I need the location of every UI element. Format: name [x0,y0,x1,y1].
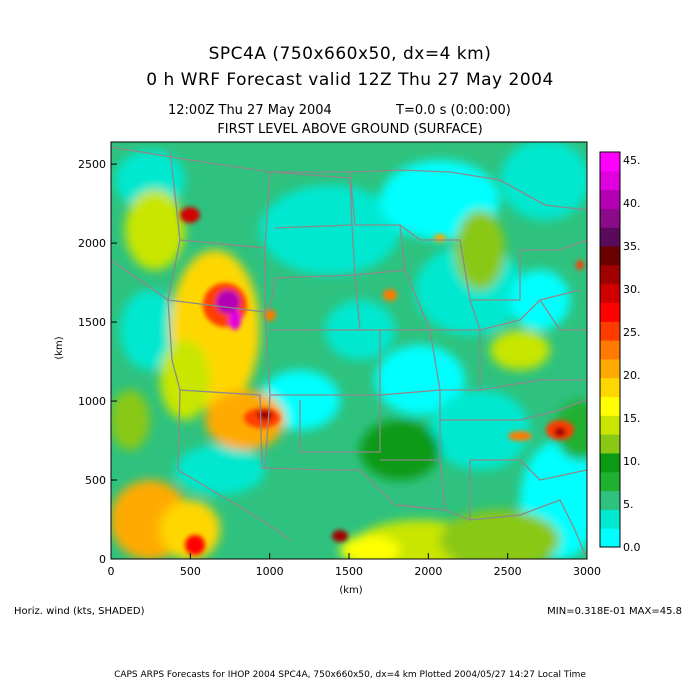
colorbar-swatch [600,471,620,492]
x-tick-label: 1500 [335,565,363,578]
y-axis-ticks: 0 500 1000 1500 2000 2500 [78,158,117,566]
colorbar-swatch [600,321,620,341]
colorbar-swatch [600,490,620,510]
elapsed-time-label: T=0.0 s (0:00:00) [396,103,511,118]
plot-title: SPC4A (750x660x50, dx=4 km) [208,44,492,64]
y-tick-label: 2000 [78,237,106,250]
colorbar-swatch [600,340,620,360]
x-tick-label: 3000 [573,565,601,578]
colorbar-swatch [600,302,620,322]
wind-speed-field [111,142,587,559]
colorbar-swatch [600,528,620,548]
colorbar [599,151,621,548]
y-tick-label: 0 [99,553,106,566]
x-axis-label: (km) [339,585,362,596]
min-max-label: MIN=0.318E-01 MAX=45.8 [547,606,682,617]
x-tick-label: 500 [180,565,201,578]
valid-time-label: 12:00Z Thu 27 May 2004 [168,103,332,118]
colorbar-label: 35. [623,240,641,253]
forecast-subtitle: 0 h WRF Forecast valid 12Z Thu 27 May 20… [146,70,554,90]
colorbar-swatch [600,208,620,228]
x-tick-label: 2000 [414,565,442,578]
colorbar-label: 40. [623,197,641,210]
colorbar-label: 5. [623,498,634,511]
colorbar-label: 10. [623,455,641,468]
colorbar-swatch [600,264,620,285]
y-axis-label: (km) [54,336,65,359]
level-label: FIRST LEVEL ABOVE GROUND (SURFACE) [217,122,483,137]
colorbar-label: 0.0 [623,541,641,554]
y-tick-label: 1000 [78,395,106,408]
colorbar-swatch [600,152,620,172]
colorbar-swatch [600,452,620,473]
colorbar-swatch [600,189,620,209]
y-tick-label: 500 [85,474,106,487]
colorbar-swatch [600,227,620,247]
state-boundaries [111,146,587,556]
colorbar-label: 45. [623,154,641,167]
colorbar-swatch [600,396,620,416]
x-axis-ticks: 0 500 1000 1500 2000 2500 3000 [108,553,601,578]
colorbar-frame [599,151,621,548]
y-tick-label: 1500 [78,316,106,329]
colorbar-swatch [600,358,620,379]
x-tick-label: 2500 [494,565,522,578]
colorbar-label: 15. [623,412,641,425]
x-tick-label: 0 [108,565,115,578]
colorbar-swatch [600,377,620,398]
colorbar-label: 20. [623,369,641,382]
field-label: Horiz. wind (kts, SHADED) [14,606,145,617]
colorbar-labels: 0.0 5. 10. 15. 20. 25. 30. 35. 40. 45. [623,154,641,554]
colorbar-swatch [600,434,620,454]
colorbar-swatch [600,283,620,303]
colorbar-swatch [600,509,620,529]
colorbar-label: 25. [623,326,641,339]
colorbar-label: 30. [623,283,641,296]
colorbar-swatch [600,415,620,435]
colorbar-swatch [600,170,620,191]
colorbar-swatch [600,246,620,266]
y-tick-label: 2500 [78,158,106,171]
x-tick-label: 1000 [256,565,284,578]
credit-line: CAPS ARPS Forecasts for IHOP 2004 SPC4A,… [114,670,586,680]
